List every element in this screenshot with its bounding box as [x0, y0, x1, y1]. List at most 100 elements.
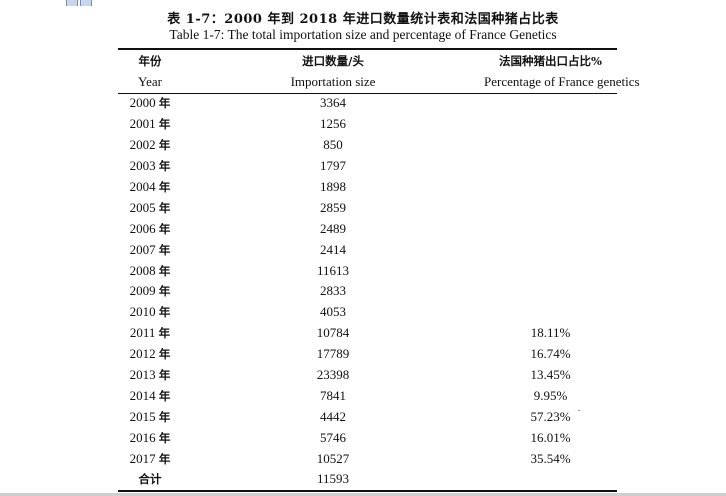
header-row-chinese: 年份 进口数量/头 法国种猪出口占比%	[118, 50, 617, 71]
year-unit: 年	[158, 284, 171, 299]
year-unit: 年	[158, 221, 171, 236]
importation-table: 年份 进口数量/头 法国种猪出口占比% Year Importation siz…	[118, 50, 640, 490]
year-cell: 2010 年	[118, 302, 182, 323]
year-cell: 2007 年	[118, 239, 182, 260]
year-unit: 年	[158, 347, 171, 362]
year-cell: 2016 年	[118, 427, 182, 448]
table-row: 2000 年 3364	[118, 93, 617, 114]
table-row: 2017 年 10527 35.54%	[118, 448, 617, 469]
table-row: 2011 年 10784 18.11%	[118, 323, 617, 344]
table-row: 2005 年 2859	[118, 197, 617, 218]
table-bottom-rule	[118, 490, 617, 492]
total-row: 合计 11593	[118, 469, 617, 490]
percentage-cell	[484, 218, 617, 239]
percentage-cell	[484, 239, 617, 260]
year-value: 2006	[129, 220, 156, 236]
table-body: 2000 年 3364 2001 年 1256 2002 年 850 2003 年 1797 2…	[118, 93, 617, 490]
percentage-cell: 18.11%	[530, 325, 571, 341]
year-cell: 2012 年	[118, 344, 182, 365]
table-row: 2001 年 1256	[118, 114, 617, 135]
table-caption-chinese: 表 1-7：2000 年到 2018 年进口数量统计表和法国种猪占比表	[167, 12, 559, 27]
year-unit: 年	[158, 200, 171, 215]
table-row: 2016 年 5746 16.01%	[118, 427, 617, 448]
year-unit: 年	[158, 117, 171, 132]
total-label: 合计	[138, 472, 162, 487]
table-row: 2004 年 1898	[118, 177, 617, 198]
year-value: 2015	[129, 408, 156, 424]
year-unit: 年	[158, 430, 171, 445]
percentage-cell	[484, 135, 617, 156]
year-value: 2005	[129, 199, 156, 215]
year-cell: 2005 年	[118, 197, 182, 218]
year-value: 2002	[129, 137, 156, 153]
year-value: 2004	[129, 179, 156, 194]
year-unit: 年	[158, 451, 171, 466]
table-row: 2007 年 2414	[118, 239, 617, 260]
header-importation-cn: 进口数量/头	[302, 53, 364, 68]
percentage-cell	[484, 197, 617, 218]
year-value: 2007	[129, 241, 156, 257]
percentage-cell: 13.45%	[530, 367, 571, 383]
year-cell: 2017 年	[118, 448, 182, 469]
year-unit: 年	[158, 388, 171, 403]
percentage-cell: 9.95%	[533, 387, 568, 403]
table-row: 2006 年 2489	[118, 218, 617, 239]
importation-cell: 4442	[320, 408, 346, 424]
importation-cell: 5746	[320, 429, 346, 445]
year-cell: 2015 年	[118, 406, 182, 427]
year-value: 2012	[129, 346, 156, 362]
header-row-english: Year Importation size Percentage of Fran…	[118, 71, 640, 93]
year-cell: 2011 年	[118, 323, 182, 344]
year-unit: 年	[158, 159, 171, 174]
table-row: 2002 年 850	[118, 135, 617, 156]
year-unit: 年	[158, 242, 171, 257]
table-row: 2003 年 1797	[118, 156, 617, 177]
year-unit: 年	[158, 96, 171, 111]
importation-cell: 3364	[320, 95, 346, 111]
importation-cell: 17789	[316, 346, 350, 362]
year-cell: 2002 年	[118, 135, 182, 156]
importation-cell: 1898	[320, 179, 346, 194]
importation-cell: 2833	[320, 283, 346, 299]
year-unit: 年	[158, 305, 171, 320]
year-value: 2003	[129, 158, 156, 174]
header-year-cn: 年份	[138, 53, 162, 68]
percentage-cell: 35.54%	[530, 450, 571, 466]
header-importation-en: Importation size	[290, 74, 376, 89]
table-header-rule	[118, 93, 617, 94]
year-value: 2008	[129, 262, 156, 278]
year-value: 2016	[129, 429, 156, 445]
importation-cell: 2859	[320, 199, 346, 215]
window-bottom-edge	[0, 493, 726, 496]
year-cell: 2000 年	[118, 93, 182, 114]
year-value: 2000	[129, 95, 156, 111]
year-cell: 2008 年	[118, 260, 182, 281]
percentage-cell	[484, 93, 617, 114]
percentage-cell	[484, 177, 617, 198]
year-cell: 2013 年	[118, 365, 182, 386]
year-value: 2017	[129, 450, 156, 466]
table-row: 2015 年 4442 57.23%	[118, 406, 617, 427]
table-row: 2014 年 7841 9.95%	[118, 385, 617, 406]
importation-cell: 7841	[320, 387, 346, 403]
year-unit: 年	[158, 368, 171, 383]
year-cell: 2014 年	[118, 385, 182, 406]
year-unit: 年	[158, 409, 171, 424]
year-unit: 年	[158, 180, 171, 194]
percentage-cell: 16.74%	[530, 346, 571, 362]
year-value: 2010	[129, 304, 156, 320]
year-unit: 年	[158, 138, 171, 153]
percentage-cell	[484, 114, 617, 135]
importation-cell: 850	[323, 137, 343, 153]
importation-cell: 1797	[320, 158, 346, 174]
header-percentage-en: Percentage of France genetics	[484, 74, 640, 89]
toolbar-fragment-icon	[64, 0, 104, 6]
table-row: 2009 年 2833	[118, 281, 617, 302]
year-value: 2009	[129, 283, 156, 299]
importation-cell: 23398	[316, 367, 350, 383]
table-row: 2012 年 17789 16.74%	[118, 344, 617, 365]
importation-cell: 11613	[316, 262, 350, 278]
importation-cell: 1256	[320, 116, 346, 132]
header-percentage-cn: 法国种猪出口占比%	[499, 53, 602, 68]
